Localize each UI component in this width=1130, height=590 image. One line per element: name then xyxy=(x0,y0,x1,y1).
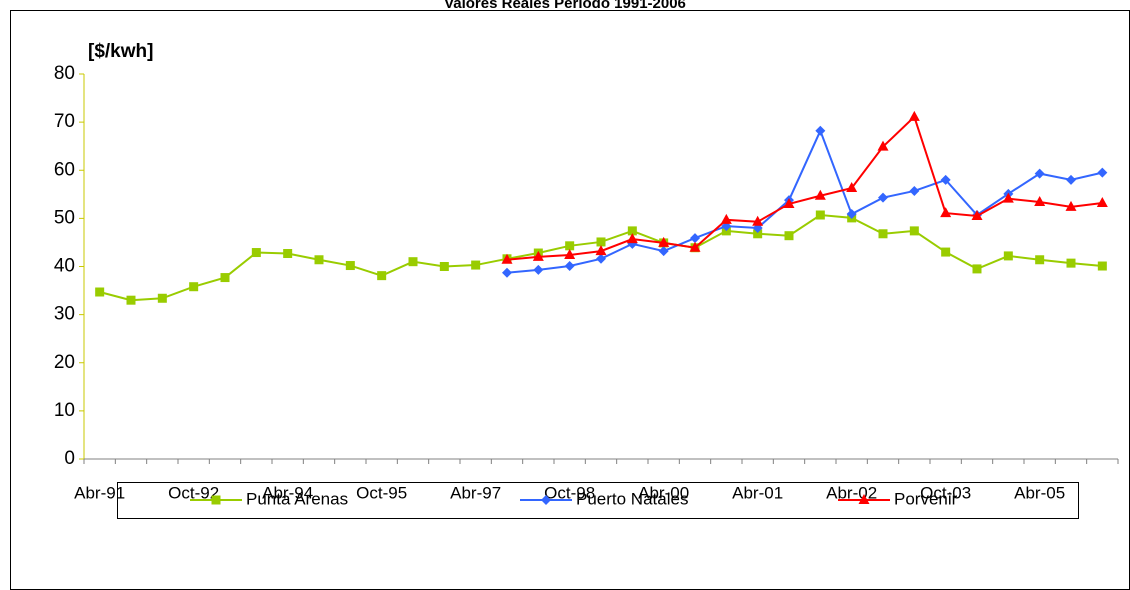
data-point xyxy=(126,295,136,305)
x-tick-label: Oct-92 xyxy=(168,483,219,502)
data-point xyxy=(1002,192,1014,203)
data-point xyxy=(1035,255,1045,265)
y-tick-label: 10 xyxy=(54,400,75,421)
x-tick-label: Oct-03 xyxy=(920,483,971,502)
data-point xyxy=(532,250,544,261)
data-point xyxy=(846,209,857,220)
data-point xyxy=(908,110,920,121)
data-point xyxy=(1066,174,1076,185)
data-point xyxy=(595,245,607,256)
data-point xyxy=(658,246,669,257)
data-point xyxy=(783,197,795,208)
data-point xyxy=(878,229,888,239)
data-point xyxy=(753,229,763,239)
legend-label: Porvenir xyxy=(894,489,958,508)
chart-title: Valores Reales Período 1991-2006 xyxy=(444,0,686,12)
x-tick-label: Abr-01 xyxy=(732,483,783,502)
data-point xyxy=(689,241,701,252)
data-point xyxy=(1065,200,1077,211)
data-point xyxy=(189,282,199,292)
data-point xyxy=(564,248,576,259)
data-point xyxy=(972,264,982,274)
x-tick-label: Abr-94 xyxy=(262,483,313,502)
data-point xyxy=(971,209,983,220)
data-point xyxy=(345,261,355,271)
legend-box xyxy=(117,482,1079,519)
legend-label: Puerto Natales xyxy=(576,489,688,508)
x-tick-label: Abr-05 xyxy=(1014,483,1065,502)
y-tick-label: 20 xyxy=(54,352,75,373)
y-tick-label: 40 xyxy=(54,256,75,277)
data-point xyxy=(533,264,544,275)
data-point xyxy=(1097,261,1107,271)
data-point xyxy=(439,262,449,271)
data-point xyxy=(909,185,920,196)
data-point xyxy=(95,287,105,297)
data-point xyxy=(815,210,825,220)
legend-label: Punta Arenas xyxy=(246,489,348,508)
data-point xyxy=(815,125,826,136)
data-point xyxy=(220,273,230,283)
data-point xyxy=(1066,258,1076,268)
data-point xyxy=(626,233,638,244)
data-point xyxy=(596,237,606,247)
data-point xyxy=(878,192,888,203)
y-tick-label: 30 xyxy=(54,304,75,325)
data-point xyxy=(283,249,293,259)
data-point xyxy=(940,207,952,218)
data-point xyxy=(501,253,513,264)
series-line xyxy=(506,115,1103,261)
x-tick-label: Oct-98 xyxy=(544,483,595,502)
data-point xyxy=(471,260,481,270)
data-point xyxy=(1096,196,1108,207)
data-point xyxy=(846,182,858,193)
data-point xyxy=(251,248,261,258)
data-point xyxy=(720,213,732,224)
data-point xyxy=(909,226,919,236)
x-tick-label: Abr-97 xyxy=(450,483,501,502)
data-point xyxy=(377,271,387,281)
data-point xyxy=(690,233,700,244)
legend-marker xyxy=(858,494,870,504)
legend-marker xyxy=(211,495,221,505)
data-point xyxy=(565,241,575,251)
legend-marker xyxy=(541,495,551,505)
data-point xyxy=(1097,167,1108,178)
x-tick-label: Oct-95 xyxy=(356,483,407,502)
data-point xyxy=(877,140,889,151)
data-point xyxy=(784,231,794,241)
data-point xyxy=(627,226,637,236)
data-point xyxy=(658,236,670,247)
data-point xyxy=(1034,168,1045,179)
data-point xyxy=(814,189,826,200)
data-point xyxy=(752,215,764,226)
data-point xyxy=(157,293,167,303)
data-point xyxy=(596,253,606,264)
data-point xyxy=(502,267,512,278)
x-tick-label: Abr-91 xyxy=(74,483,125,502)
data-point xyxy=(314,255,324,265)
data-point xyxy=(564,261,575,272)
data-point xyxy=(408,257,418,267)
series-line xyxy=(506,128,1103,274)
data-point xyxy=(940,174,951,185)
y-tick-label: 60 xyxy=(54,159,75,180)
data-point xyxy=(1034,196,1046,207)
data-point xyxy=(941,247,951,257)
y-tick-label: 80 xyxy=(54,63,75,84)
y-tick-label: 70 xyxy=(54,111,75,132)
y-tick-label: 0 xyxy=(64,448,75,469)
data-point xyxy=(1003,251,1013,261)
x-tick-label: Abr-00 xyxy=(638,483,689,502)
y-tick-label: 50 xyxy=(54,207,75,228)
y-axis-label: [$/kwh] xyxy=(88,41,153,62)
